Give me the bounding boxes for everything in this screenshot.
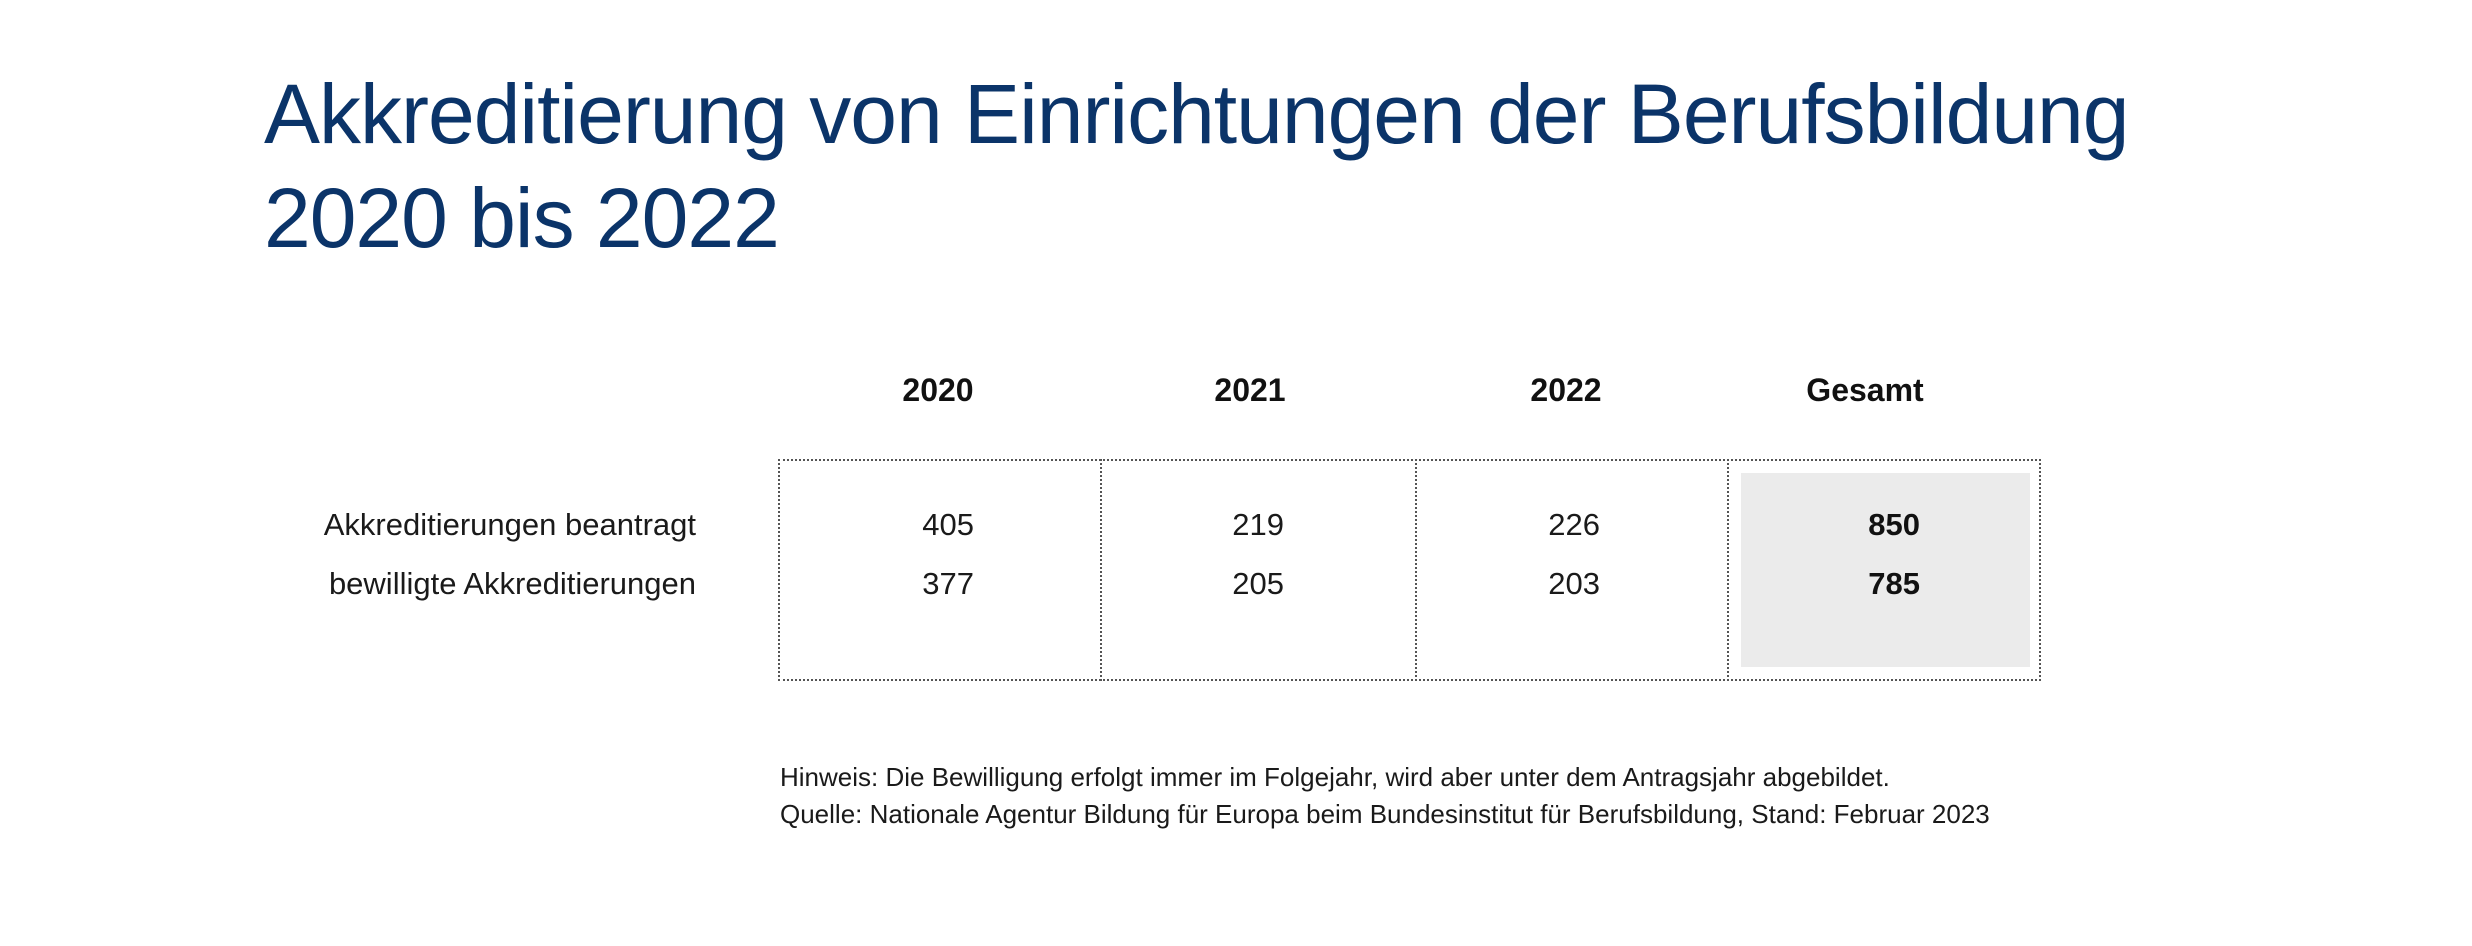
footnote-quelle: Quelle: Nationale Agentur Bildung für Eu… [780, 799, 1990, 829]
total-column-highlight [1741, 473, 2030, 667]
column-header-2021: 2021 [1214, 372, 1286, 408]
column-divider [1100, 459, 1102, 681]
row-label-beantragt: Akkreditierungen beantragt [323, 507, 696, 542]
cell-2021-beantragt: 219 [1232, 507, 1284, 542]
footnote-hinweis: Hinweis: Die Bewilligung erfolgt immer i… [780, 762, 1890, 792]
cell-2021-bewilligt: 205 [1232, 566, 1284, 601]
page-title: Akkreditierung von Einrichtungen der Ber… [264, 62, 2129, 270]
data-table-frame [778, 459, 2041, 681]
row-label-bewilligt: bewilligte Akkreditierungen [328, 566, 696, 601]
title-line-2: 2020 bis 2022 [264, 171, 780, 265]
column-header-2020: 2020 [902, 372, 974, 408]
column-divider [1415, 459, 1417, 681]
cell-2020-bewilligt: 377 [922, 566, 974, 601]
cell-total-bewilligt: 785 [1868, 566, 1920, 601]
title-line-1: Akkreditierung von Einrichtungen der Ber… [264, 67, 2129, 161]
cell-total-beantragt: 850 [1868, 507, 1920, 542]
cell-2020-beantragt: 405 [922, 507, 974, 542]
column-header-gesamt: Gesamt [1806, 372, 1924, 408]
cell-2022-bewilligt: 203 [1548, 566, 1600, 601]
column-divider [1727, 459, 1729, 681]
cell-2022-beantragt: 226 [1548, 507, 1600, 542]
column-header-2022: 2022 [1530, 372, 1602, 408]
